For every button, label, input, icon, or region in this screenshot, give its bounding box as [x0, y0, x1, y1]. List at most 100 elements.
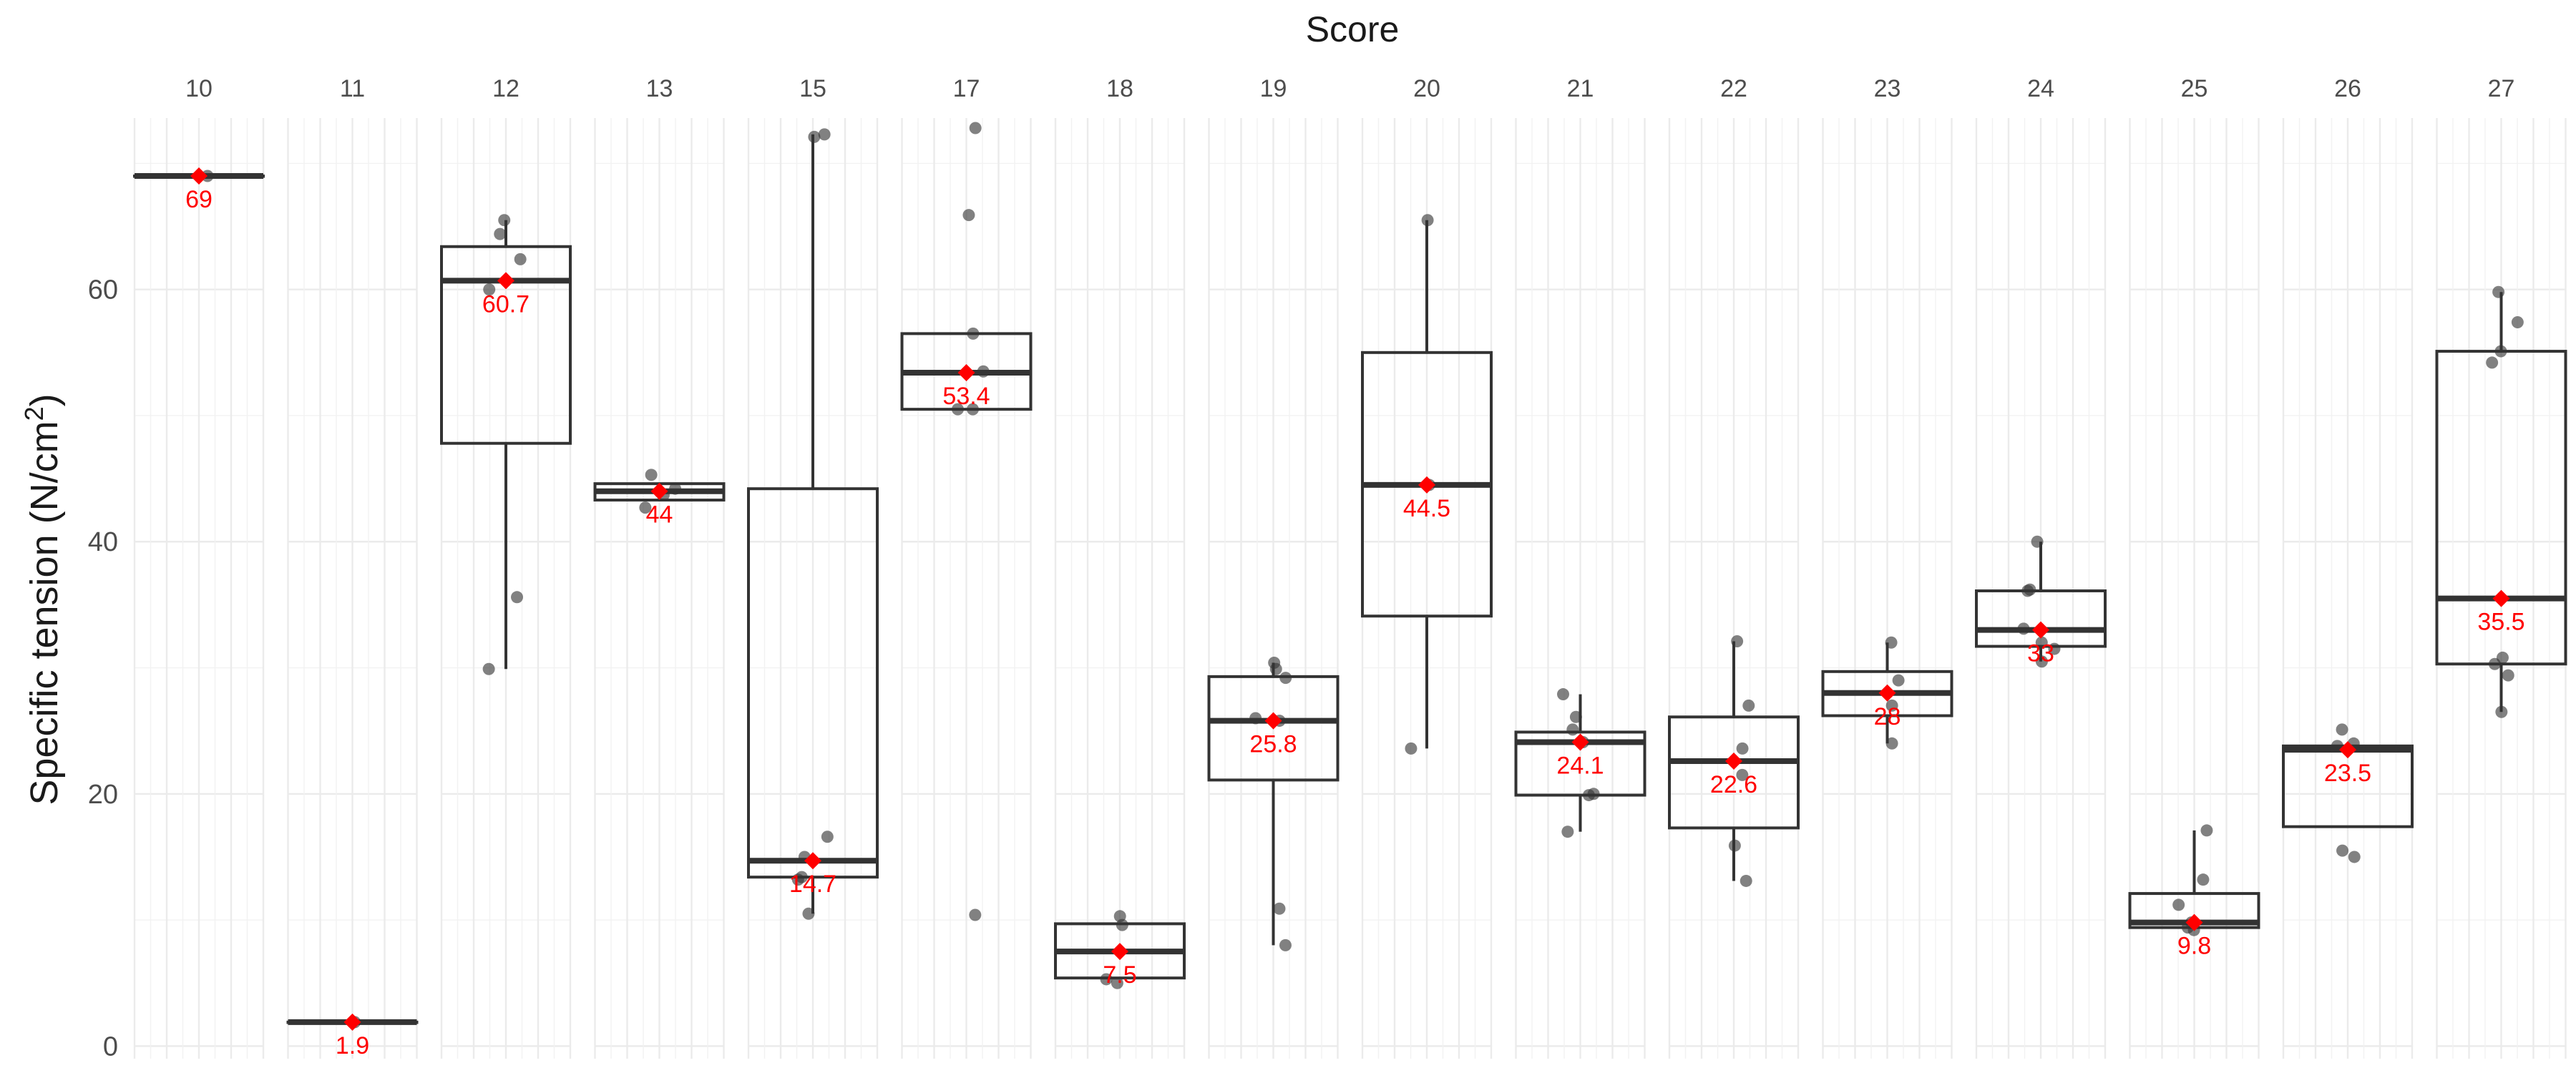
box — [1207, 675, 1340, 782]
data-point — [962, 209, 975, 222]
y-tick-label: 40 — [88, 527, 118, 557]
mean-marker — [2492, 589, 2510, 607]
mean-label: 28 — [1874, 703, 1901, 730]
facet-panels: 1069111.91260.713441514.71753.4187.51925… — [133, 75, 2567, 1059]
facet-strip-label: 24 — [2027, 75, 2054, 102]
facet-panel-17: 17 53.4 — [900, 75, 1033, 1059]
data-point — [1736, 742, 1749, 755]
facet-panel-13: 13 44 — [593, 75, 726, 1059]
mean-marker — [2032, 621, 2049, 639]
data-point — [2492, 285, 2505, 298]
y-tick-label: 60 — [88, 275, 118, 305]
facet-panel-15: 15 14.7 — [747, 75, 879, 1059]
data-point — [1885, 636, 1898, 649]
data-point — [2495, 705, 2508, 718]
mean-label: 44.5 — [1403, 495, 1450, 522]
facet-strip-label: 12 — [492, 75, 519, 102]
facet-panel-25: 259.8 — [2128, 75, 2260, 1059]
facet-panel-18: 187.5 — [1054, 75, 1186, 1059]
mean-marker — [2339, 741, 2356, 759]
mean-marker — [497, 272, 514, 290]
data-point — [2048, 642, 2061, 655]
mean-marker — [343, 1013, 361, 1031]
mean-label: 35.5 — [2477, 609, 2524, 636]
data-point — [1728, 839, 1741, 852]
mean-marker — [1878, 684, 1896, 702]
data-point — [1111, 976, 1123, 989]
data-point — [977, 365, 990, 378]
facet-panel-19: 19 25.8 — [1207, 75, 1340, 1059]
data-point — [951, 403, 964, 416]
data-point — [967, 327, 980, 340]
mean-marker — [957, 364, 975, 382]
data-point — [2031, 535, 2044, 548]
facet-panel-27: 27 35.5 — [2435, 75, 2567, 1059]
data-point — [511, 591, 524, 604]
mean-marker — [1111, 943, 1128, 961]
mean-marker — [650, 482, 668, 500]
mean-label: 24.1 — [1556, 753, 1604, 780]
data-point — [639, 501, 652, 514]
data-point — [1273, 902, 1286, 915]
mean-label: 7.5 — [1103, 961, 1136, 989]
data-point — [1892, 674, 1905, 687]
facet-title: Score — [1306, 9, 1400, 49]
data-point — [1561, 825, 1574, 838]
data-point — [498, 214, 511, 227]
data-point — [802, 907, 815, 920]
mean-marker — [1264, 712, 1282, 730]
facet-strip-label: 20 — [1413, 75, 1440, 102]
data-point — [1249, 712, 1262, 725]
mean-label: 44 — [646, 501, 673, 529]
box — [1514, 730, 1646, 797]
data-point — [1566, 723, 1579, 736]
facet-strip-label: 21 — [1567, 75, 1594, 102]
facet-strip-label: 19 — [1260, 75, 1287, 102]
data-point — [1421, 214, 1434, 227]
data-point — [1116, 918, 1128, 931]
data-point — [2502, 669, 2514, 682]
facet-panel-22: 22 22.6 — [1668, 75, 1800, 1059]
mean-label: 23.5 — [2324, 760, 2371, 787]
data-point — [1742, 699, 1755, 712]
facet-strip-label: 23 — [1874, 75, 1901, 102]
box — [747, 487, 879, 879]
data-point — [482, 662, 495, 675]
facet-panel-26: 26 23.5 — [2282, 75, 2414, 1059]
data-point — [791, 873, 804, 886]
data-point — [2494, 345, 2507, 358]
box — [1668, 715, 1800, 830]
mean-label: 14.7 — [789, 871, 836, 898]
facet-panel-21: 21 24.1 — [1514, 75, 1646, 1059]
y-tick-labels: 0 20 40 60 — [88, 275, 118, 1062]
data-point — [821, 831, 834, 843]
data-point — [1269, 662, 1282, 675]
mean-marker — [190, 167, 208, 185]
data-point — [808, 130, 821, 143]
facet-strip-label: 10 — [185, 75, 213, 102]
data-point — [514, 253, 527, 265]
data-point — [669, 482, 682, 495]
data-point — [1736, 768, 1749, 781]
facet-strip-label: 13 — [646, 75, 673, 102]
y-tick-label: 0 — [103, 1032, 118, 1062]
mean-label: 1.9 — [336, 1032, 369, 1059]
mean-label: 25.8 — [1249, 731, 1297, 758]
mean-marker — [1725, 752, 1742, 770]
data-point — [818, 128, 831, 141]
facet-panel-20: 20 44.5 — [1361, 75, 1493, 1059]
data-point — [2017, 622, 2030, 635]
facet-strip-label: 18 — [1106, 75, 1133, 102]
y-tick-label: 20 — [88, 780, 118, 810]
mean-label: 60.7 — [482, 290, 530, 318]
data-point — [967, 403, 980, 416]
mean-label: 53.4 — [942, 383, 990, 410]
data-point — [1885, 699, 1898, 712]
box — [440, 245, 572, 445]
facet-strip-label: 11 — [340, 75, 365, 102]
data-point — [1582, 789, 1595, 802]
data-point — [201, 170, 214, 182]
mean-label: 33 — [2027, 640, 2054, 667]
facet-strip-label: 27 — [2488, 75, 2515, 102]
